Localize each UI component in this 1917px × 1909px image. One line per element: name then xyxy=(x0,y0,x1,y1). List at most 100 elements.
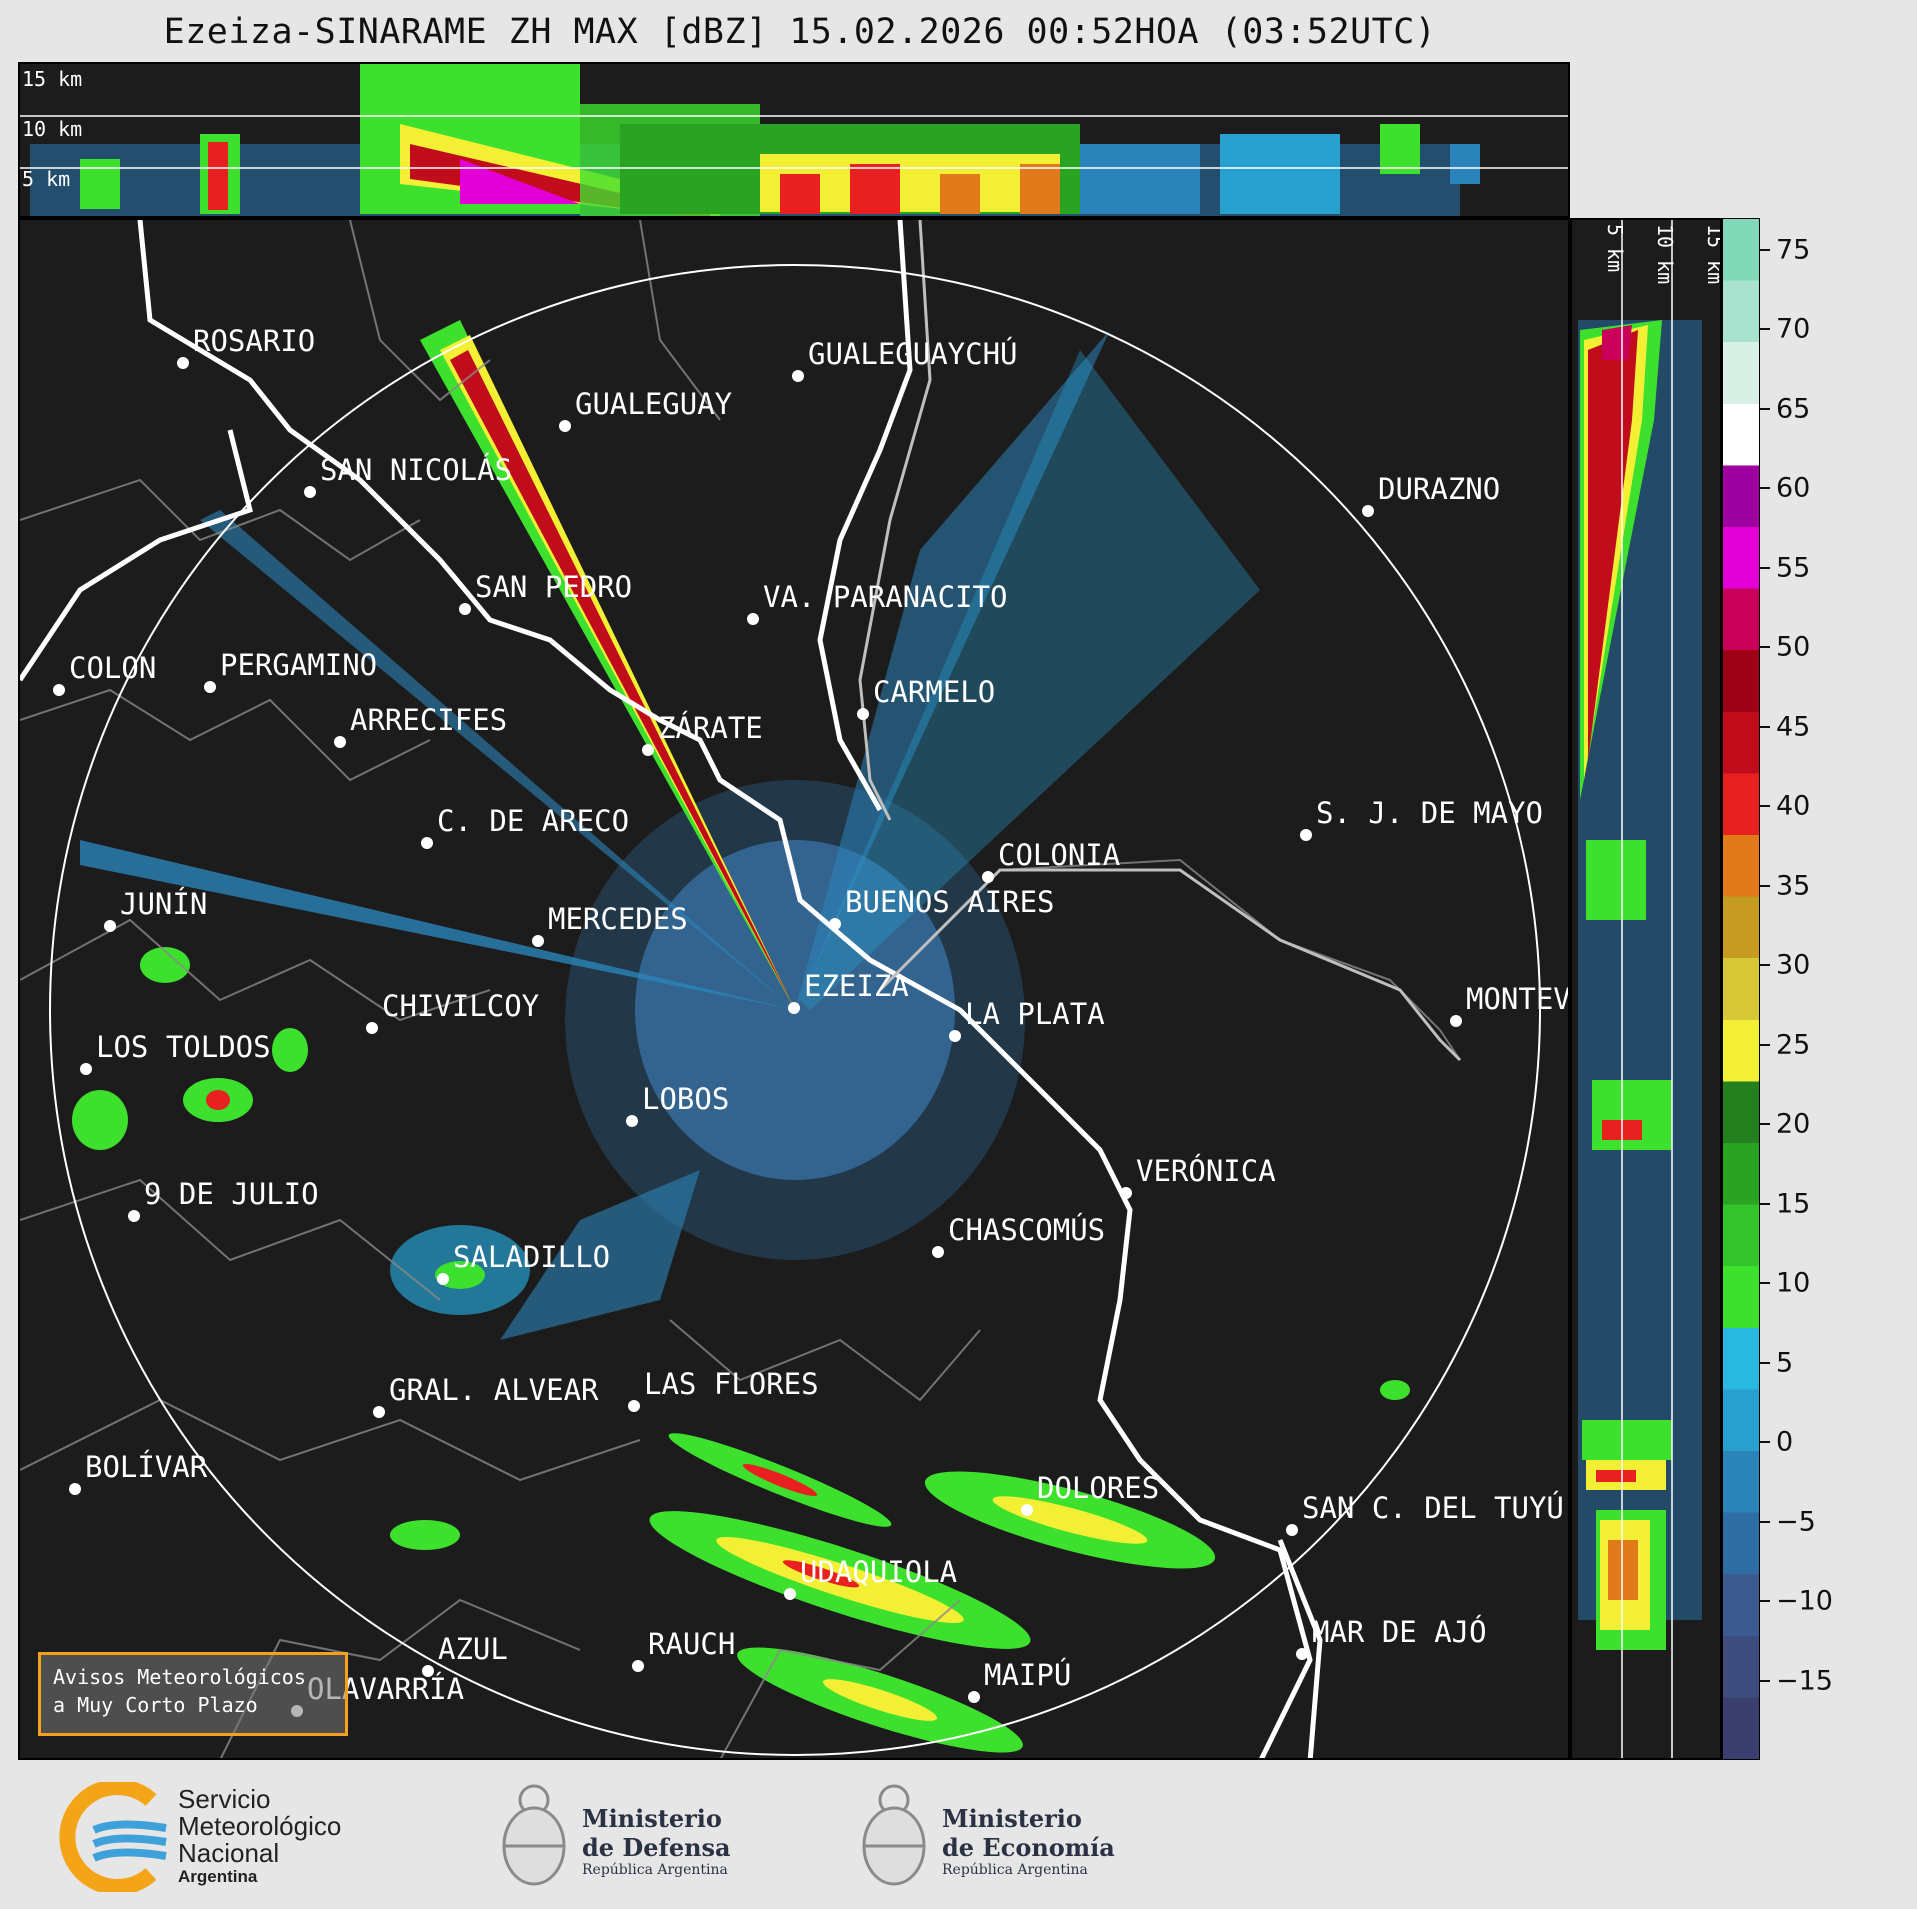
city-label: VERÓNICA xyxy=(1136,1154,1276,1188)
colorbar-tick-label: 65 xyxy=(1776,393,1811,425)
city-dot xyxy=(204,681,216,693)
city-label: JUNÍN xyxy=(120,887,207,921)
city-label: LA PLATA xyxy=(965,997,1105,1031)
defensa-line-1: Ministerio xyxy=(582,1804,722,1833)
city-label: CARMELO xyxy=(873,675,995,709)
colorbar-tick xyxy=(1760,646,1770,649)
smn-line-3: Nacional xyxy=(178,1838,280,1868)
radar-map[interactable]: ROSARIO GUALEGUAYCHÚ GUALEGUAY SAN NICOLÁS D… xyxy=(18,218,1570,1760)
defensa-line-2: de Defensa xyxy=(582,1833,731,1862)
city-label: CHIVILCOY xyxy=(382,989,539,1023)
city-dot xyxy=(69,1483,81,1495)
colorbar-tick xyxy=(1760,1043,1770,1046)
city-label: MAR DE AJÓ xyxy=(1312,1615,1487,1649)
coat-of-arms-icon xyxy=(862,1784,926,1886)
city-dot xyxy=(949,1030,961,1042)
city-label: ARRECIFES xyxy=(350,703,507,737)
colorbar-tick xyxy=(1760,1202,1770,1205)
city-label: PERGAMINO xyxy=(220,648,377,682)
city-label: ROSARIO xyxy=(193,324,315,358)
colorbar-tick xyxy=(1760,328,1770,331)
colorbar-tick xyxy=(1760,1441,1770,1444)
colorbar-tick xyxy=(1760,1282,1770,1285)
colorbar-tick-label: 15 xyxy=(1776,1188,1811,1220)
city-dot xyxy=(1021,1504,1033,1516)
colorbar-tick-label: 10 xyxy=(1776,1267,1811,1299)
colorbar-tick-label: 30 xyxy=(1776,949,1811,981)
colorbar-tick-label: 0 xyxy=(1776,1426,1794,1458)
city-label: GUALEGUAY xyxy=(575,387,732,421)
colorbar-tick-label: 75 xyxy=(1776,234,1811,266)
colorbar xyxy=(1722,218,1760,1760)
city-dot xyxy=(792,370,804,382)
colorbar-tick xyxy=(1760,1600,1770,1603)
city-dot xyxy=(80,1063,92,1075)
city-dot xyxy=(1450,1015,1462,1027)
city-label: SALADILLO xyxy=(453,1240,610,1274)
city-label: LAS FLORES xyxy=(644,1367,819,1401)
city-dot xyxy=(559,420,571,432)
city-dot xyxy=(1296,1648,1308,1660)
city-dot xyxy=(626,1115,638,1127)
city-label: GRAL. ALVEAR xyxy=(389,1373,599,1407)
city-label: CHASCOMÚS xyxy=(948,1213,1105,1247)
city-dot xyxy=(366,1022,378,1034)
city-label: SAN NICOLÁS xyxy=(320,453,512,487)
top-echo-profile xyxy=(30,64,1480,216)
economia-line-2: de Economía xyxy=(942,1833,1115,1862)
city-dot xyxy=(1362,505,1374,517)
city-label: SAN C. DEL TUYÚ xyxy=(1302,1491,1564,1525)
city-dot xyxy=(104,920,116,932)
colorbar-tick xyxy=(1760,1123,1770,1126)
colorbar-tick xyxy=(1760,805,1770,808)
city-label: UDAQUIOLA xyxy=(800,1555,957,1589)
colorbar-tick xyxy=(1760,1520,1770,1523)
city-label: LOBOS xyxy=(642,1082,729,1116)
city-dot xyxy=(421,837,433,849)
top-height-profile: 15 km 10 km 5 km xyxy=(18,62,1570,218)
range-ring xyxy=(49,264,1541,1756)
city-dot xyxy=(632,1660,644,1672)
city-dot xyxy=(788,1002,800,1014)
city-dot xyxy=(437,1273,449,1285)
alert-line-1: Avisos Meteorológicos xyxy=(53,1665,306,1689)
colorbar-tick xyxy=(1760,1679,1770,1682)
coastline-rivers xyxy=(20,220,1323,1758)
alert-line-2: a Muy Corto Plazo xyxy=(53,1693,258,1717)
city-dot xyxy=(1286,1524,1298,1536)
city-label: 9 DE JULIO xyxy=(144,1177,319,1211)
top-height-label-15: 15 km xyxy=(22,67,82,91)
top-height-label-10: 10 km xyxy=(22,117,82,141)
page-title: Ezeiza-SINARAME ZH MAX [dBZ] 15.02.2026 … xyxy=(163,12,1437,52)
city-label: BOLÍVAR xyxy=(85,1450,208,1484)
city-label: MERCEDES xyxy=(548,902,688,936)
economia-line-1: Ministerio xyxy=(942,1804,1082,1833)
colorbar-tick-label: −15 xyxy=(1776,1665,1833,1696)
city-dot xyxy=(422,1665,434,1677)
colorbar-tick-label: 45 xyxy=(1776,711,1811,743)
colorbar-tick-label: 40 xyxy=(1776,790,1811,822)
city-label: DOLORES xyxy=(1037,1471,1159,1505)
colorbar-tick xyxy=(1760,884,1770,887)
side-echo-profile xyxy=(1578,320,1702,1650)
city-label: C. DE ARECO xyxy=(437,804,629,838)
city-dot xyxy=(857,708,869,720)
city-dot xyxy=(373,1406,385,1418)
city-label: S. J. DE MAYO xyxy=(1316,796,1543,830)
colorbar-tick xyxy=(1760,964,1770,967)
city-dot xyxy=(53,684,65,696)
colorbar-tick xyxy=(1760,407,1770,410)
city-dot xyxy=(829,918,841,930)
city-dot xyxy=(628,1400,640,1412)
smn-line-4: Argentina xyxy=(178,1867,258,1886)
alert-button[interactable]: Avisos Meteorológicos a Muy Corto Plazo xyxy=(38,1652,348,1736)
footer: Servicio Meteorológico Nacional Argentin… xyxy=(0,1760,1917,1909)
city-label: AZUL xyxy=(438,1632,508,1666)
economia-line-3: República Argentina xyxy=(942,1862,1088,1878)
city-markers: ROSARIO GUALEGUAYCHÚ GUALEGUAY SAN NICOLÁS D… xyxy=(53,324,1568,1717)
city-dot xyxy=(968,1691,980,1703)
smn-line-2: Meteorológico xyxy=(178,1811,342,1841)
side-height-label-10: 10 km xyxy=(1653,224,1677,284)
defensa-logo: Ministerio de Defensa República Argentin… xyxy=(494,1778,731,1902)
city-dot xyxy=(532,935,544,947)
